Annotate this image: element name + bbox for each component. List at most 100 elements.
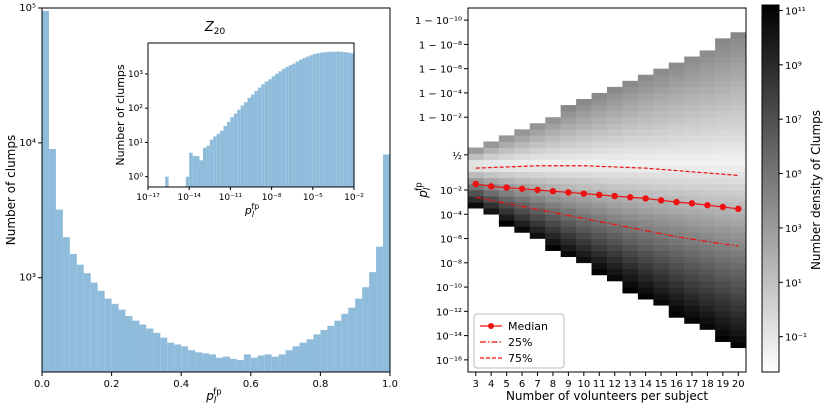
heatmap-cell: [684, 244, 700, 251]
inset-histogram-bar: [302, 58, 306, 187]
heatmap-cell: [668, 226, 685, 233]
heatmap-cell: [637, 190, 654, 197]
heatmap-cell: [715, 244, 731, 251]
histogram-bar: [76, 264, 84, 372]
histogram-bar: [229, 358, 237, 372]
histogram-bar: [306, 339, 314, 372]
x-tick-label: 15: [655, 379, 668, 390]
heatmap-cell: [668, 147, 685, 154]
heatmap-cell: [653, 92, 670, 100]
heatmap-cell: [699, 250, 716, 258]
heatmap-cell: [668, 268, 685, 276]
inset-histogram-bar: [323, 52, 327, 187]
inset-histogram-bar: [223, 126, 227, 187]
heatmap-cell: [607, 183, 623, 191]
heatmap-cell: [529, 208, 546, 215]
heatmap-cell: [545, 141, 561, 148]
heatmap-cell: [622, 232, 639, 239]
heatmap-cell: [576, 123, 592, 130]
heatmap-cell: [607, 256, 623, 264]
histogram-bar: [195, 352, 203, 372]
heatmap-cell: [607, 268, 623, 276]
x-tick-label: 14: [639, 379, 652, 390]
y-tick-label: 10⁻¹²: [436, 307, 462, 318]
heatmap-cell: [699, 190, 716, 197]
heatmap-cell: [498, 208, 515, 215]
heatmap-cell: [699, 74, 716, 82]
heatmap-cell: [637, 80, 654, 88]
y-tick-label: 10⁴: [19, 138, 36, 149]
heatmap-cell: [637, 177, 654, 185]
heatmap-cell: [668, 80, 685, 88]
histogram-bar: [383, 154, 390, 372]
heatmap-cell: [468, 202, 484, 209]
heatmap-cell: [730, 74, 747, 82]
heatmap-cell: [622, 226, 639, 233]
heatmap-cell: [607, 177, 623, 185]
heatmap-cell: [715, 80, 731, 88]
y-tick-label: 10⁻⁶: [440, 235, 462, 246]
heatmap-cell: [730, 141, 747, 148]
heatmap-cell: [730, 38, 747, 45]
median-point: [735, 205, 742, 213]
heatmap-cell: [684, 214, 700, 221]
heatmap-cell: [699, 111, 716, 118]
heatmap-cell: [468, 190, 484, 197]
heatmap-cell: [637, 232, 654, 239]
heatmap-cell: [637, 135, 654, 142]
histogram-bar: [174, 344, 182, 372]
heatmap-cell: [622, 129, 639, 136]
heatmap-cell: [576, 256, 592, 264]
heatmap-cell: [715, 196, 731, 203]
inset-histogram-bar: [185, 176, 190, 187]
heatmap-cell: [715, 268, 731, 276]
heatmap-cell: [514, 141, 531, 148]
heatmap-cell: [653, 293, 670, 300]
x-tick-label: 20: [732, 379, 745, 390]
heatmap-cell: [637, 202, 654, 209]
heatmap-cell: [668, 238, 685, 245]
heatmap-cell: [483, 202, 500, 209]
heatmap-cell: [498, 171, 515, 179]
inset-y-tick-label: 10³: [128, 70, 143, 80]
x-tick-label: 0.6: [243, 379, 259, 390]
y-tick-label: 10⁵: [19, 3, 36, 14]
heatmap-cell: [607, 105, 623, 112]
heatmap-cell: [622, 105, 639, 112]
heatmap-cell: [653, 99, 670, 106]
heatmap-cell: [545, 208, 561, 215]
inset-histogram-bar: [189, 152, 193, 187]
heatmap-cell: [684, 56, 700, 63]
x-tick-label: 8: [550, 379, 556, 390]
heatmap-cell: [684, 183, 700, 191]
heatmap-cell: [684, 153, 700, 160]
heatmap-cell: [730, 202, 747, 209]
heatmap-cell: [576, 165, 592, 173]
heatmap-cell: [653, 256, 670, 264]
heatmap-cell: [684, 165, 700, 173]
heatmap-cell: [560, 129, 577, 136]
heatmap-cell: [668, 214, 685, 221]
colorbar-tick-label: 10¹¹: [785, 6, 806, 17]
heatmap-cell: [607, 165, 623, 173]
x-tick-label: 0.8: [312, 379, 328, 390]
heatmap-cell: [622, 117, 639, 124]
heatmap-cell: [622, 256, 639, 264]
heatmap-cell: [653, 153, 670, 160]
heatmap-cell: [529, 214, 546, 221]
heatmap-cell: [699, 214, 716, 221]
y-tick-label: 10⁻⁸: [440, 259, 462, 270]
heatmap-cell: [668, 208, 685, 215]
heatmap-cell: [668, 250, 685, 258]
heatmap-cell: [576, 208, 592, 215]
heatmap-cell: [591, 268, 608, 276]
heatmap-cell: [715, 177, 731, 185]
inset-histogram-bar: [295, 61, 300, 187]
heatmap-cell: [591, 117, 608, 124]
inset-histogram-bar: [281, 68, 286, 187]
heatmap-cell: [514, 214, 531, 221]
x-tick-label: 1.0: [382, 379, 398, 390]
heatmap-cell: [668, 311, 685, 318]
inset-histogram-bar: [275, 73, 279, 187]
heatmap-cell: [560, 226, 577, 233]
